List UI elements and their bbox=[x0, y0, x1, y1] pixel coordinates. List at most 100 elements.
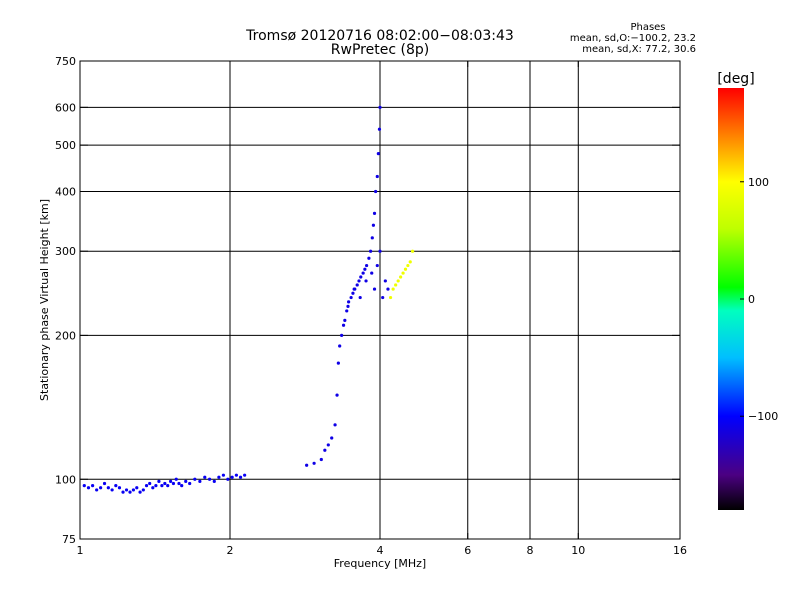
x-tick-label: 16 bbox=[673, 544, 687, 557]
data-point bbox=[343, 318, 347, 322]
data-point bbox=[238, 475, 243, 479]
data-point bbox=[86, 486, 91, 490]
data-point bbox=[386, 287, 390, 291]
colorbar-label: [deg] bbox=[717, 71, 754, 87]
data-point bbox=[347, 300, 351, 304]
data-point bbox=[359, 275, 363, 279]
data-point bbox=[110, 488, 114, 492]
data-point bbox=[374, 189, 378, 194]
data-points bbox=[82, 105, 415, 494]
data-point bbox=[355, 283, 359, 287]
data-point bbox=[410, 249, 415, 253]
data-point bbox=[377, 127, 382, 131]
data-point bbox=[352, 287, 356, 291]
phases-mean-o: mean, sd,O:−100.2, 23.2 bbox=[570, 33, 696, 44]
data-point bbox=[169, 479, 173, 483]
data-point bbox=[365, 263, 369, 268]
chart-title: Tromsø 20120716 08:02:00−08:03:43 bbox=[245, 28, 514, 44]
data-point bbox=[124, 488, 129, 492]
data-point bbox=[226, 477, 230, 481]
data-point bbox=[378, 249, 382, 253]
data-point bbox=[376, 152, 380, 156]
data-point bbox=[217, 475, 221, 479]
phases-mean-x: mean, sd,X: 77.2, 30.6 bbox=[582, 44, 696, 55]
data-point bbox=[91, 484, 95, 488]
data-point bbox=[171, 481, 176, 486]
data-point bbox=[401, 271, 405, 275]
data-point bbox=[349, 295, 353, 300]
data-point bbox=[193, 477, 197, 481]
data-point bbox=[336, 361, 340, 365]
grid-lines bbox=[80, 61, 680, 539]
data-point bbox=[99, 486, 103, 490]
data-point bbox=[128, 490, 132, 494]
data-point bbox=[394, 283, 398, 287]
data-point bbox=[372, 211, 377, 215]
data-point bbox=[157, 479, 161, 483]
data-point bbox=[138, 490, 142, 494]
data-point bbox=[102, 481, 107, 486]
y-tick-label: 75 bbox=[62, 533, 76, 546]
data-point bbox=[340, 333, 344, 337]
colorbar-tick-label: 0 bbox=[748, 293, 755, 306]
data-point bbox=[372, 287, 377, 291]
data-point bbox=[335, 393, 339, 397]
y-tick-label: 500 bbox=[55, 139, 76, 152]
data-point bbox=[121, 490, 125, 494]
colorbar-tick-label: −100 bbox=[748, 410, 778, 423]
y-tick-label: 300 bbox=[55, 245, 76, 258]
data-point bbox=[305, 463, 309, 467]
data-point bbox=[338, 344, 342, 348]
y-tick-label: 100 bbox=[55, 473, 76, 486]
data-point bbox=[312, 461, 316, 465]
data-point bbox=[131, 488, 136, 492]
y-axis-label: Stationary phase Virtual Height [km] bbox=[38, 199, 51, 401]
data-point bbox=[198, 479, 202, 483]
data-point bbox=[234, 473, 238, 477]
data-point bbox=[151, 486, 155, 490]
y-tick-label: 400 bbox=[55, 185, 76, 198]
x-tick-label: 10 bbox=[571, 544, 585, 557]
data-point bbox=[221, 473, 226, 477]
data-point bbox=[180, 484, 184, 488]
data-point bbox=[333, 423, 337, 427]
data-point bbox=[230, 475, 234, 479]
data-point bbox=[375, 174, 379, 179]
data-point bbox=[114, 484, 118, 488]
y-tick-label: 600 bbox=[55, 101, 76, 114]
data-point bbox=[361, 271, 365, 275]
data-point bbox=[148, 481, 152, 486]
data-point bbox=[177, 481, 181, 486]
data-point bbox=[346, 304, 350, 308]
y-tick-label: 200 bbox=[55, 329, 76, 342]
x-tick-label: 4 bbox=[377, 544, 384, 557]
data-point bbox=[341, 323, 346, 327]
data-point bbox=[406, 263, 410, 268]
x-tick-label: 1 bbox=[77, 544, 84, 557]
data-point bbox=[323, 448, 327, 452]
data-point bbox=[391, 287, 395, 291]
data-point bbox=[383, 279, 387, 283]
data-point bbox=[371, 223, 376, 227]
axis-ticks: 1 2 4 6 8 10 16 75 100 200 300 400 500 600 750 bbox=[55, 55, 687, 557]
chart-subtitle: RwPretec (8p) bbox=[331, 42, 429, 58]
x-axis-label: Frequency [MHz] bbox=[334, 557, 426, 570]
data-point bbox=[166, 484, 170, 488]
data-point bbox=[363, 267, 367, 271]
data-point bbox=[403, 267, 408, 271]
data-point bbox=[358, 295, 362, 300]
data-point bbox=[154, 484, 158, 488]
data-point bbox=[388, 295, 393, 300]
data-point bbox=[144, 484, 149, 488]
data-point bbox=[135, 486, 139, 490]
y-tick-label: 750 bbox=[55, 55, 76, 68]
colorbar bbox=[718, 88, 744, 510]
data-point bbox=[375, 263, 379, 268]
data-point bbox=[408, 260, 412, 264]
data-point bbox=[243, 473, 247, 477]
data-point bbox=[369, 249, 373, 253]
data-point bbox=[399, 275, 403, 279]
x-tick-label: 6 bbox=[464, 544, 471, 557]
data-point bbox=[184, 479, 188, 483]
